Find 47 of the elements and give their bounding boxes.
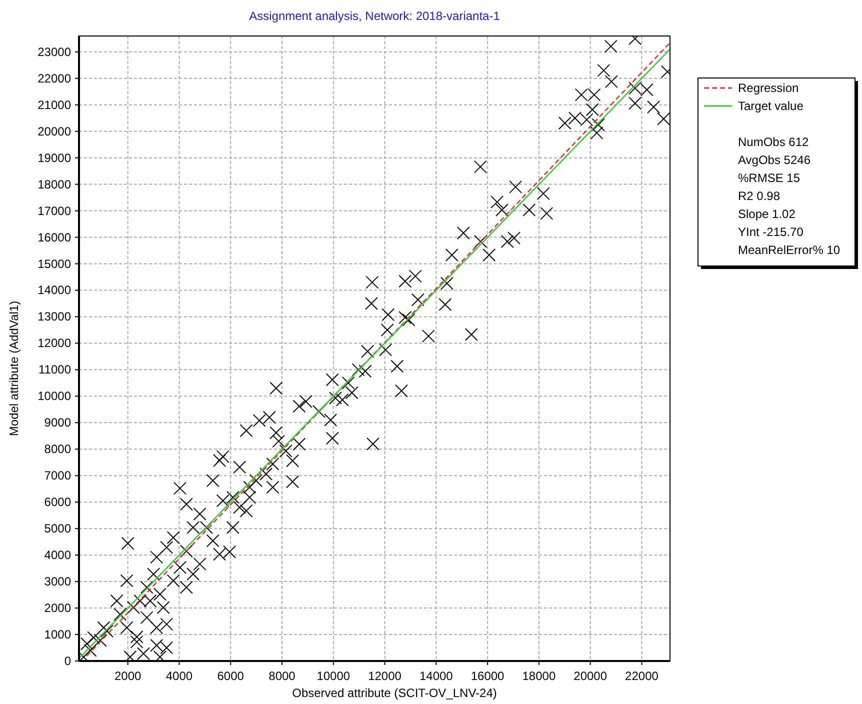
y-tick-label: 11000 (38, 362, 72, 377)
x-tick-label: 10000 (316, 669, 350, 683)
y-tick-label: 5000 (44, 522, 72, 536)
y-axis-title: Model attribute (AddVal1) (7, 300, 21, 436)
y-tick-label: 3000 (44, 574, 72, 589)
y-tick-label: 19000 (38, 150, 72, 165)
chart-title: Assignment analysis, Network: 2018-varianta-1 (249, 9, 500, 23)
y-tick-label: 17000 (38, 204, 72, 218)
y-tick-label: 4000 (44, 548, 72, 562)
legend-label: Target value (738, 99, 804, 113)
x-tick-label: 22000 (625, 669, 659, 683)
y-tick-label: 0 (64, 654, 72, 668)
y-tick-label: 14000 (38, 283, 72, 298)
y-tick-label: 18000 (38, 177, 72, 192)
y-tick-label: 12000 (38, 336, 72, 350)
y-tick-label: 16000 (38, 230, 72, 244)
x-tick-label: 18000 (522, 669, 556, 683)
legend-label: Regression (738, 81, 799, 95)
y-tick-label: 1000 (44, 628, 72, 642)
x-tick-label: 4000 (166, 669, 193, 683)
x-tick-label: 12000 (368, 669, 402, 683)
x-tick-label: 14000 (419, 669, 454, 683)
y-tick-label: 22000 (38, 71, 72, 86)
x-axis-title: Observed attribute (SCIT-OV_LNV-24) (292, 686, 497, 700)
y-tick-label: 10000 (38, 389, 72, 404)
y-tick-label: 13000 (38, 310, 72, 324)
text: NumObs 612 (738, 135, 810, 149)
text: AvgObs 5246 (738, 153, 811, 167)
y-tick-label: 9000 (44, 416, 72, 430)
y-tick-label: 23000 (38, 44, 72, 59)
text: YInt -215.70 (738, 225, 804, 239)
text: %RMSE 15 (738, 171, 800, 185)
x-tick-label: 2000 (114, 669, 142, 683)
text: MeanRelError% 10 (738, 243, 840, 257)
y-tick-label: 8000 (44, 442, 72, 456)
x-tick-label: 16000 (470, 669, 505, 683)
y-tick-label: 15000 (38, 256, 72, 271)
y-tick-label: 6000 (44, 495, 72, 510)
x-tick-label: 20000 (574, 669, 608, 683)
y-tick-label: 2000 (44, 601, 72, 616)
text: Slope 1.02 (738, 207, 796, 221)
y-tick-label: 7000 (44, 468, 72, 483)
y-tick-label: 21000 (38, 98, 72, 112)
x-tick-label: 6000 (217, 669, 244, 683)
x-tick-label: 8000 (268, 669, 296, 683)
text: R2 0.98 (738, 189, 780, 203)
y-tick-label: 20000 (38, 124, 72, 138)
